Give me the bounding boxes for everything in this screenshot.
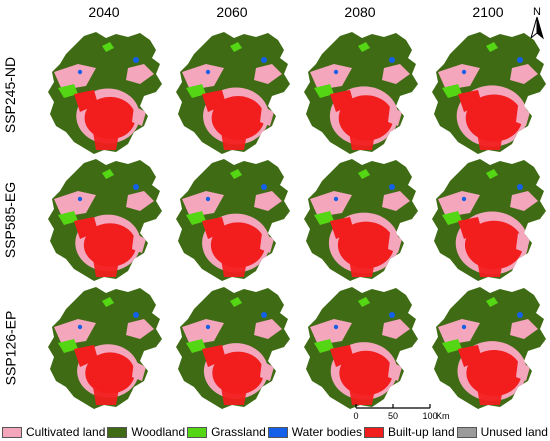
scale-tick-0: 0: [353, 411, 358, 421]
scale-tick-50: 50: [388, 411, 398, 421]
land-use-map-ssp245-nd-2040: [48, 32, 162, 154]
scale-bar: 0 50 100 Km: [353, 404, 450, 421]
legend-item-woodland: Woodland: [107, 425, 185, 439]
legend-item-water-bodies: Water bodies: [267, 425, 362, 439]
legend-swatch: [267, 426, 288, 438]
row-title-ssp585-eg: SSP585-EG: [2, 181, 19, 259]
scale-tick-100: 100: [422, 411, 437, 421]
legend: Cultivated land Woodland Grassland Water…: [0, 424, 550, 440]
land-use-map-ssp126-ep-2080: [304, 287, 418, 409]
scale-unit: Km: [436, 411, 450, 421]
legend-swatch: [187, 426, 208, 438]
land-use-map-ssp126-ep-2100: [432, 287, 546, 409]
land-use-map-ssp245-nd-2060: [176, 32, 290, 154]
legend-item-unused-land: Unused land: [456, 425, 548, 439]
land-use-map-ssp585-eg-2080: [304, 159, 418, 281]
column-title-2040: 2040: [88, 4, 120, 20]
row-title-ssp245-nd: SSP245-ND: [2, 56, 19, 134]
legend-item-built-up-land: Built-up land: [363, 425, 455, 439]
legend-item-grassland: Grassland: [187, 425, 266, 439]
north-arrow-icon: N: [530, 6, 544, 40]
column-title-2060: 2060: [216, 4, 248, 20]
land-use-map-ssp585-eg-2060: [176, 159, 290, 281]
legend-item-cultivated-land: Cultivated land: [2, 425, 105, 439]
column-title-2100: 2100: [472, 4, 504, 20]
land-use-map-ssp126-ep-2040: [48, 287, 162, 409]
land-use-map-ssp585-eg-2040: [48, 159, 162, 281]
legend-swatch: [456, 426, 477, 438]
row-title-ssp126-ep: SSP126-EP: [2, 310, 18, 386]
land-use-map-ssp245-nd-2100: [432, 32, 546, 154]
column-title-2080: 2080: [344, 4, 376, 20]
legend-swatch: [107, 426, 128, 438]
land-use-map-ssp126-ep-2060: [176, 287, 290, 409]
legend-swatch: [363, 426, 384, 438]
north-label: N: [533, 6, 541, 18]
legend-swatch: [2, 426, 22, 438]
land-use-map-ssp585-eg-2100: [432, 159, 546, 281]
land-use-map-ssp245-nd-2080: [304, 32, 418, 154]
